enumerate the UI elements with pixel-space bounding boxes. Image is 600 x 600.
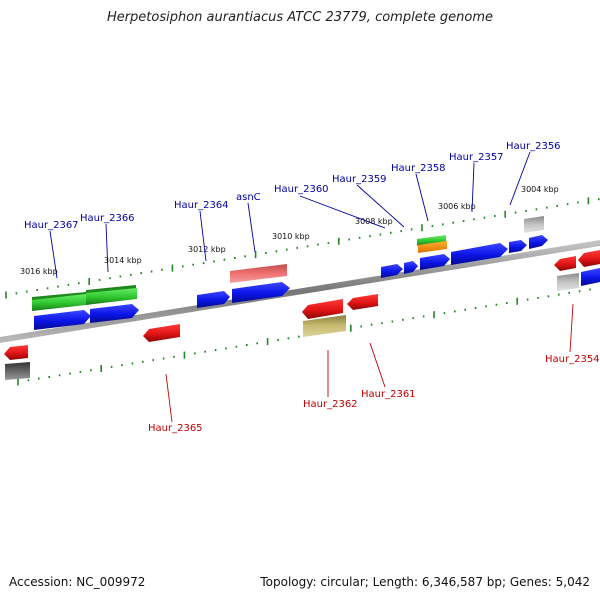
gene-arrow-forward[interactable] <box>581 268 600 286</box>
gene-arrow-forward[interactable] <box>420 254 450 270</box>
gene-label[interactable]: Haur_2366 <box>80 213 135 224</box>
pseudo-feature[interactable] <box>557 273 579 291</box>
leader-line <box>415 173 429 222</box>
reverse-gene-labels: Haur_2365 Haur_2362 Haur_2361 Haur_2354 <box>148 354 600 434</box>
outer-tick-track <box>5 197 600 299</box>
gene-arrow-forward[interactable] <box>404 261 418 274</box>
inner-tick-track <box>17 288 591 386</box>
gene-label[interactable]: Haur_2356 <box>506 141 561 152</box>
gene-label[interactable]: Haur_2365 <box>148 423 203 434</box>
label-leader-lines <box>49 151 574 423</box>
ruler-label: 3004 kbp <box>521 185 559 194</box>
genome-backbone <box>0 240 600 343</box>
topology-text: Topology: circular; Length: 6,346,587 bp… <box>260 575 590 589</box>
gene-arrow-forward[interactable] <box>232 282 290 303</box>
gene-asnC-marker[interactable] <box>230 264 287 283</box>
leader-line <box>471 162 475 213</box>
accession-text: Accession: NC_009972 <box>9 575 146 589</box>
gene-arrow-reverse[interactable] <box>302 299 343 319</box>
gene-arrow-forward[interactable] <box>529 235 548 249</box>
gene-arrow-forward[interactable] <box>381 264 403 278</box>
ruler-labels: 3016 kbp 3014 kbp 3012 kbp 3010 kbp 3008… <box>20 185 559 276</box>
gene-label[interactable]: Haur_2361 <box>361 389 416 400</box>
olive-feature[interactable] <box>303 315 346 337</box>
leader-line <box>509 151 531 206</box>
leader-line <box>356 184 405 228</box>
gene-label[interactable]: Haur_2367 <box>24 220 79 231</box>
leader-line <box>199 210 207 262</box>
gene-label[interactable]: Haur_2359 <box>332 174 387 185</box>
map-title: Herpetosiphon aurantiacus ATCC 23779, co… <box>106 10 494 25</box>
leader-line <box>165 373 173 423</box>
gene-arrow-forward[interactable] <box>451 243 508 265</box>
gene-label[interactable]: Haur_2354 <box>545 354 600 365</box>
gene-arrow-reverse[interactable] <box>578 250 600 267</box>
gene-arrow-forward[interactable] <box>34 310 91 330</box>
gene-arrow-reverse[interactable] <box>4 345 28 360</box>
leader-line <box>299 195 386 229</box>
rna-feature[interactable] <box>32 294 86 311</box>
gene-label[interactable]: Haur_2357 <box>449 152 504 163</box>
forward-gene-labels: Haur_2367 Haur_2366 Haur_2364 asnC Haur_… <box>24 141 561 231</box>
gene-label[interactable]: Haur_2364 <box>174 200 229 211</box>
ruler-label: 3016 kbp <box>20 267 58 276</box>
gene-arrow-reverse[interactable] <box>143 324 180 342</box>
gene-arrow-reverse[interactable] <box>554 256 576 271</box>
ruler-label: 3008 kbp <box>355 217 393 226</box>
ruler-label: 3010 kbp <box>272 232 310 241</box>
forward-strand-features <box>32 216 600 330</box>
rna-feature[interactable] <box>418 241 447 253</box>
leader-line <box>569 303 574 353</box>
leader-line <box>49 230 58 279</box>
reverse-strand-features <box>4 250 600 380</box>
ruler-label: 3014 kbp <box>104 256 142 265</box>
leader-line <box>247 202 256 253</box>
gene-label[interactable]: asnC <box>236 192 261 203</box>
gene-arrow-reverse[interactable] <box>347 294 378 310</box>
gene-arrow-forward[interactable] <box>90 304 139 323</box>
pseudo-feature[interactable] <box>524 216 544 233</box>
leader-line <box>369 342 386 388</box>
gene-label[interactable]: Haur_2362 <box>303 399 358 410</box>
gene-arrow-forward[interactable] <box>197 291 230 308</box>
gene-label[interactable]: Haur_2358 <box>391 163 446 174</box>
rna-feature[interactable] <box>417 235 446 246</box>
leader-line <box>105 223 109 273</box>
ruler-label: 3006 kbp <box>438 202 476 211</box>
rna-feature[interactable] <box>86 288 137 305</box>
pseudo-feature[interactable] <box>5 362 30 380</box>
gene-label[interactable]: Haur_2360 <box>274 184 329 195</box>
ruler-label: 3012 kbp <box>188 245 226 254</box>
gene-arrow-forward[interactable] <box>509 240 527 253</box>
